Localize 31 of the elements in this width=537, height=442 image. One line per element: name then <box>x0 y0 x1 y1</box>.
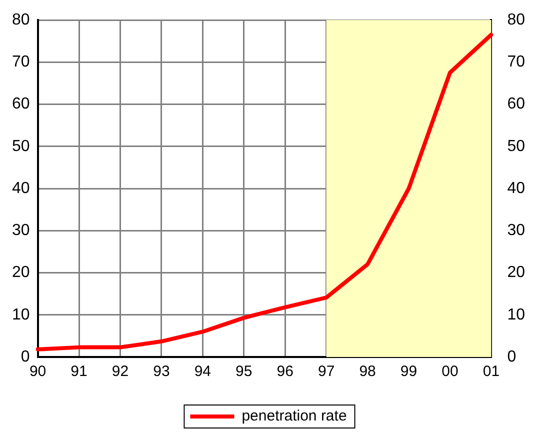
y2-tick-label: 60 <box>507 96 526 113</box>
x-tick-label: 01 <box>482 363 500 380</box>
x-tick-label: 00 <box>442 363 458 380</box>
legend-label: penetration rate <box>242 408 347 425</box>
y2-tick-label: 0 <box>507 348 516 366</box>
x-tick-label: 99 <box>400 363 418 380</box>
x-tick-label: 98 <box>359 363 376 380</box>
x-tick-label: 94 <box>194 363 212 380</box>
y-tick-label: 20 <box>12 264 30 282</box>
y-tick-label: 60 <box>12 96 30 113</box>
y-tick-label: 40 <box>12 180 30 197</box>
x-tick-label: 92 <box>112 363 129 380</box>
y2-tick-label: 70 <box>507 54 526 71</box>
y2-tick-label: 80 <box>507 11 526 28</box>
y2-tick-label: 40 <box>507 180 526 197</box>
y-tick-label: 0 <box>20 348 30 366</box>
y-tick-label: 70 <box>12 54 30 71</box>
y2-tick-label: 20 <box>507 264 526 282</box>
y-tick-label: 50 <box>12 138 30 155</box>
x-tick-label: 96 <box>276 363 294 380</box>
x-tick-label: 97 <box>318 363 335 380</box>
y2-tick-label: 10 <box>507 306 526 324</box>
x-tick-label: 95 <box>236 363 252 380</box>
x-tick-label: 91 <box>70 363 88 380</box>
y-tick-label: 10 <box>12 306 30 324</box>
y2-tick-label: 50 <box>507 138 526 155</box>
x-tick-label: 90 <box>29 363 46 380</box>
x-tick-label: 93 <box>153 363 170 380</box>
y-tick-label: 80 <box>12 11 30 28</box>
y-tick-label: 30 <box>12 222 30 240</box>
y2-tick-label: 30 <box>507 222 526 240</box>
